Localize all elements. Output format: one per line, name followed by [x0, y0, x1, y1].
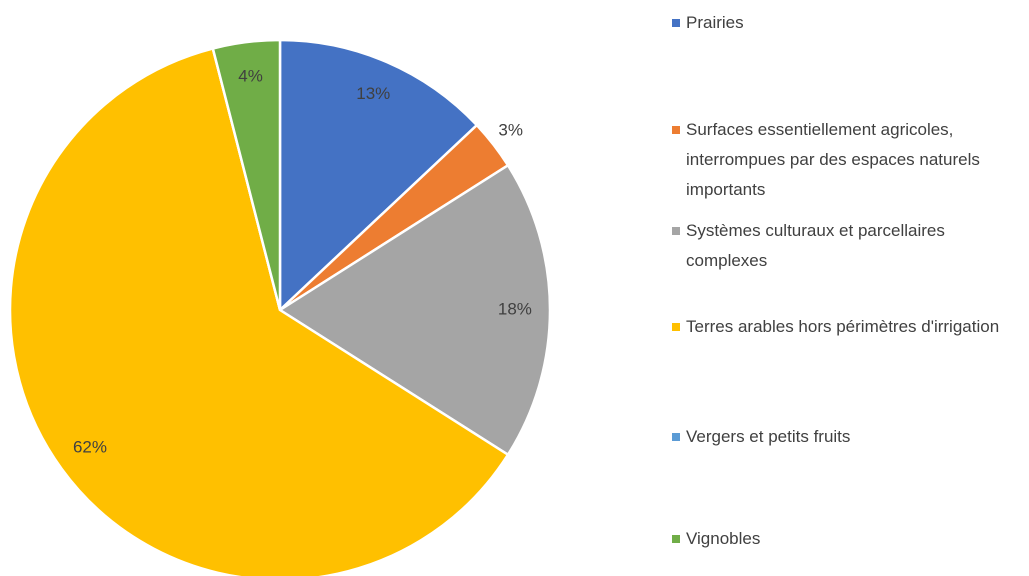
legend-item: Vergers et petits fruits [672, 422, 1026, 452]
data-label: 62% [73, 438, 107, 457]
data-label: 13% [356, 84, 390, 103]
legend-label: Vergers et petits fruits [686, 427, 851, 446]
pie-slice [277, 163, 552, 457]
legend-label: Vignobles [686, 529, 761, 548]
pie-slice [8, 46, 510, 576]
legend-item: Terres arables hors périmètres d'irrigat… [672, 312, 1026, 342]
legend-swatch [672, 323, 680, 331]
legend-label: Prairies [686, 13, 744, 32]
legend-label: Surfaces essentiellement agricoles, inte… [686, 120, 980, 199]
legend-item: Vignobles [672, 524, 1026, 554]
legend-label: Terres arables hors périmètres d'irrigat… [686, 317, 1000, 336]
legend-swatch [672, 227, 680, 235]
legend-label: Systèmes culturaux et parcellaires compl… [686, 221, 945, 270]
chart: 13% 3% 18% 62% 4% [8, 38, 552, 576]
legend-item: Prairies [672, 8, 1026, 38]
pie-slice [211, 38, 282, 311]
legend-swatch [672, 535, 680, 543]
data-label: 18% [498, 299, 532, 318]
legend-swatch [672, 19, 680, 27]
data-label: 3% [498, 121, 523, 140]
legend-swatch [672, 126, 680, 134]
legend-item: Surfaces essentiellement agricoles, inte… [672, 115, 1026, 205]
legend-item: Systèmes culturaux et parcellaires compl… [672, 216, 1026, 276]
legend-swatch [672, 433, 680, 441]
data-label: 4% [238, 66, 263, 85]
legend: Prairies Surfaces essentiellement agricol… [672, 0, 1029, 576]
pie-slice [278, 38, 479, 313]
